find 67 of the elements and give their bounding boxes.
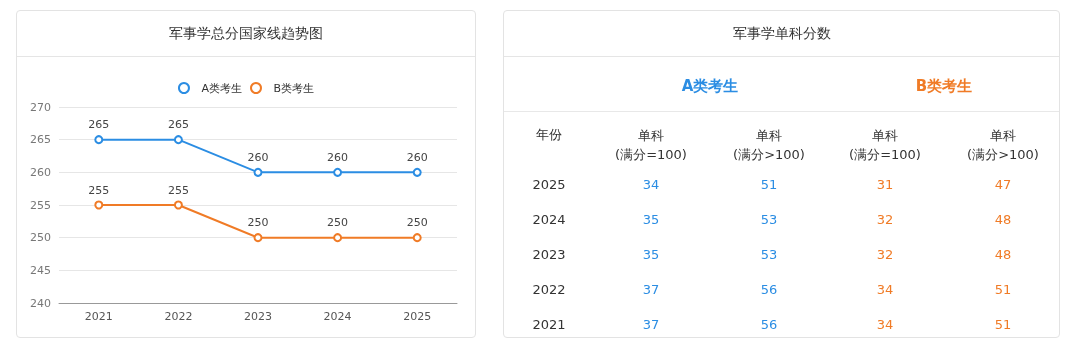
data-label: 51 (993, 282, 1013, 297)
data-label: 32 (875, 247, 895, 262)
x-tick-label: 单科 (满分=100) (615, 128, 687, 162)
y-tick-label: 265 (30, 133, 51, 147)
data-label: 47 (993, 177, 1013, 192)
x-tick-label: 单科 (满分=100) (849, 128, 921, 162)
point (412, 233, 422, 243)
text: B类考生 (914, 77, 974, 96)
data-label: 35 (641, 247, 661, 262)
chart-title: 军事学单科分数 (504, 11, 1059, 57)
data-label: 34 (875, 282, 895, 297)
data-label: 255 (167, 183, 189, 197)
point (412, 167, 422, 177)
data-label: 260 (247, 150, 269, 164)
point (253, 167, 263, 177)
y-tick-label: 2022 (531, 282, 567, 297)
data-label: 48 (993, 212, 1013, 227)
y-axis-title: 年份 (535, 126, 563, 144)
x-tick-label: 2021 (84, 310, 113, 323)
x-tick-label: 2022 (164, 310, 193, 323)
point (173, 200, 183, 210)
data-label: 260 (406, 150, 428, 164)
data-label: 56 (759, 317, 779, 332)
text: A类考生 (680, 77, 740, 96)
data-label: 260 (327, 150, 349, 164)
data-label: 56 (759, 282, 779, 297)
x-tick-label: 2025 (403, 310, 432, 323)
point (94, 200, 104, 210)
data-label: 35 (641, 212, 661, 227)
x-tick-label: 2023 (244, 310, 272, 323)
legend-label: B类考生 (273, 81, 315, 95)
data-label: 34 (641, 177, 661, 192)
point (333, 167, 343, 177)
data-label: 255 (88, 183, 110, 197)
y-tick-label: 245 (30, 263, 51, 277)
y-tick-label: 250 (30, 231, 51, 245)
data-label: 37 (641, 317, 661, 332)
data-label: 265 (88, 118, 110, 132)
data-label: 31 (875, 177, 895, 192)
point (94, 135, 104, 145)
data-label: 250 (327, 216, 349, 230)
data-label: 53 (759, 247, 779, 262)
data-label: 51 (993, 317, 1013, 332)
data-label: 32 (875, 212, 895, 227)
point (173, 135, 183, 145)
data-label: 34 (875, 317, 895, 332)
data-label: 265 (167, 118, 189, 132)
y-tick-label: 240 (30, 296, 51, 310)
y-tick-label: 2023 (531, 247, 567, 262)
x-tick-label: 2024 (323, 310, 352, 323)
y-tick-label: 260 (30, 165, 51, 179)
y-tick-label: 270 (30, 100, 51, 114)
y-tick-label: 2024 (531, 212, 567, 227)
data-label: 53 (759, 212, 779, 227)
data-label: 37 (641, 282, 661, 297)
y-tick-label: 2025 (531, 177, 567, 192)
x-tick-label: 单科 (满分>100) (967, 128, 1039, 162)
data-label: 48 (993, 247, 1013, 262)
x-tick-label: 单科 (满分>100) (733, 128, 805, 162)
point (253, 233, 263, 243)
data-label: 51 (759, 177, 779, 192)
y-tick-label: 255 (30, 198, 51, 212)
data-label: 250 (247, 216, 269, 230)
point (333, 233, 343, 243)
legend-label: A类考生 (201, 81, 242, 95)
data-label: 250 (406, 216, 428, 230)
chart-title: 军事学总分国家线趋势图 (17, 11, 475, 57)
